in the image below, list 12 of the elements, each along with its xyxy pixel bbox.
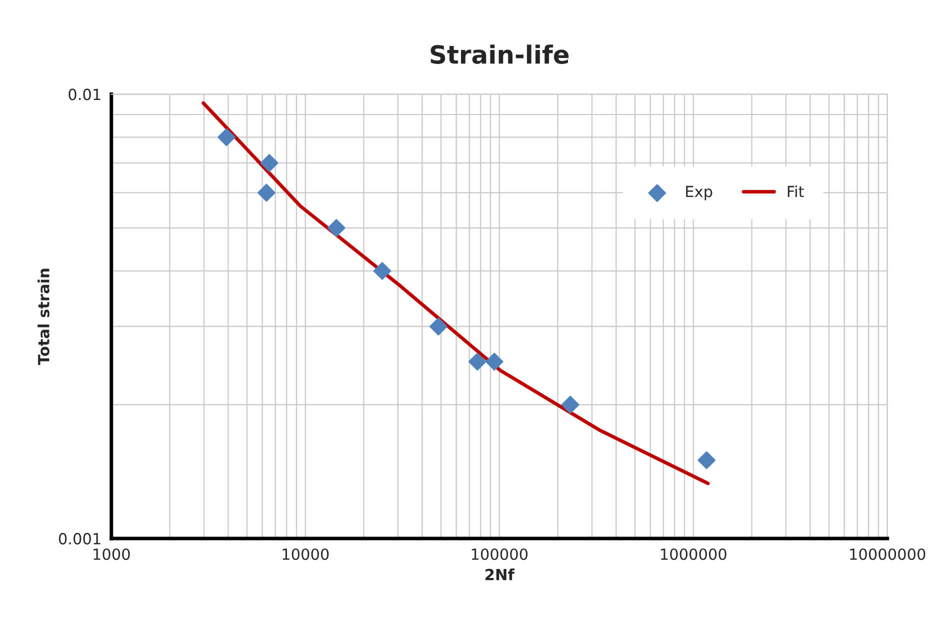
chart-title: Strain-life: [430, 44, 569, 64]
y-tick-label: 0.01: [68, 88, 100, 100]
legend-label: Exp: [686, 186, 712, 200]
legend-label: Fit: [788, 185, 804, 198]
x-tick-label: 10000000: [850, 548, 926, 560]
x-tick-label: 100000: [472, 548, 528, 560]
x-tick-label: 1000000: [661, 548, 726, 560]
x-tick-label: 1000: [94, 548, 130, 560]
x-tick-label: 10000: [282, 548, 329, 560]
y-axis-title: Total strain: [38, 268, 50, 365]
x-axis-title: 2Nf: [486, 568, 515, 580]
y-tick-label: 0.001: [58, 532, 100, 544]
